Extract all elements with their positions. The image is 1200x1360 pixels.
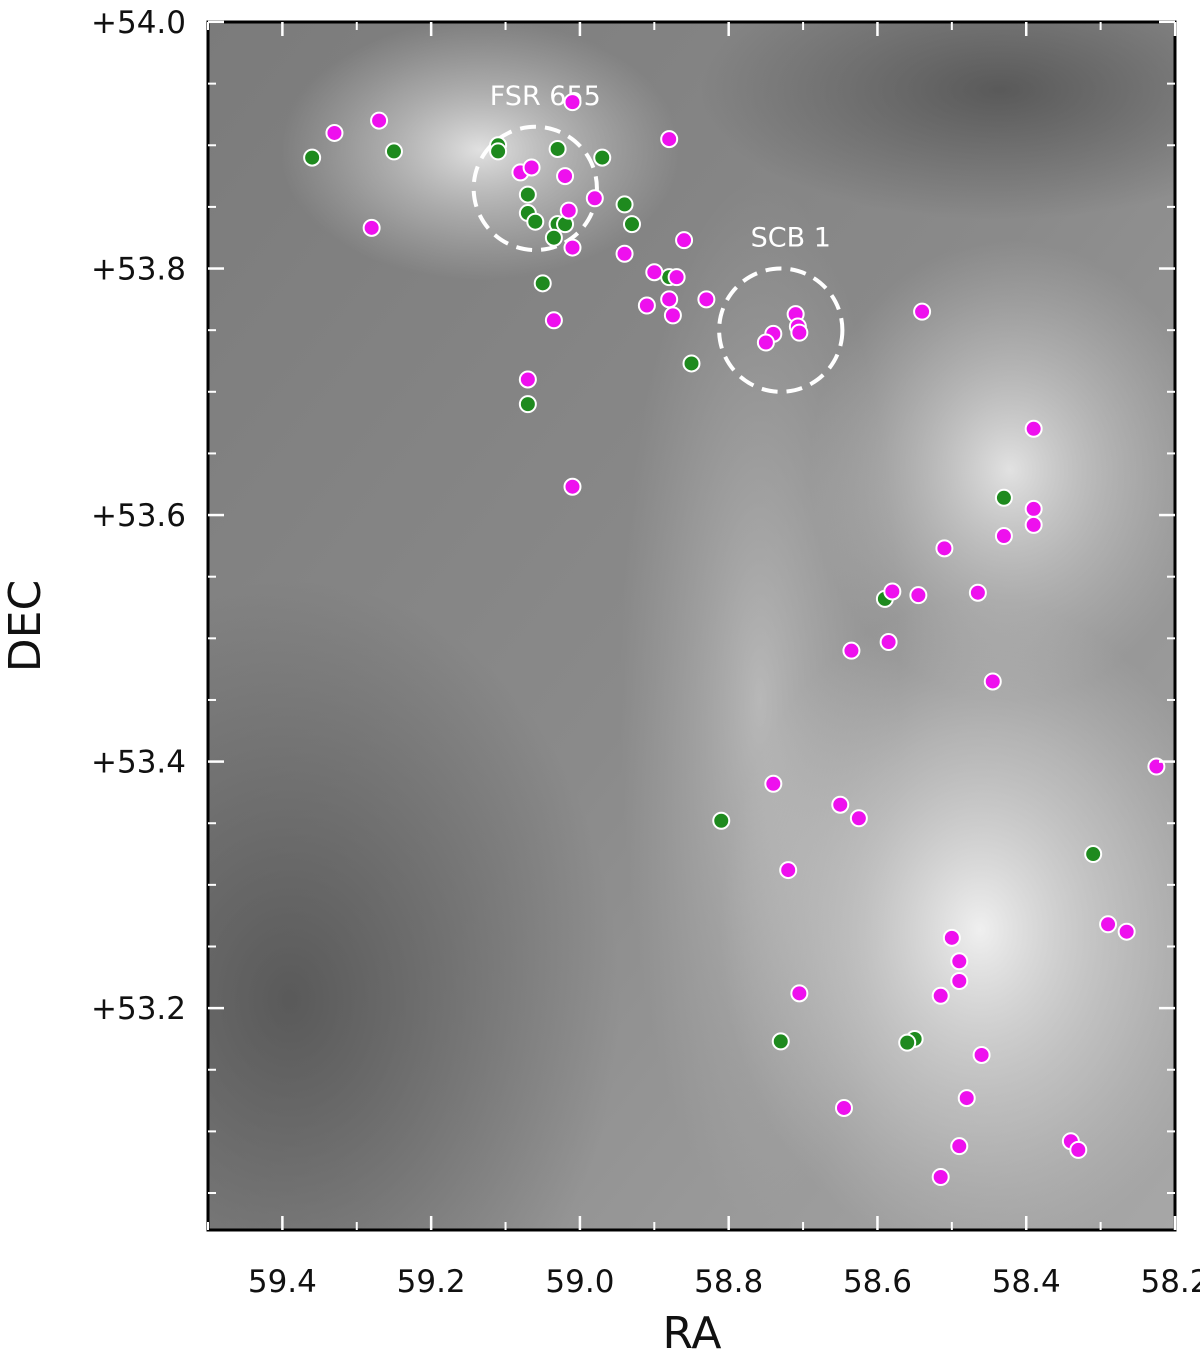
data-point-series-2: [660, 290, 679, 309]
data-point-series-2: [637, 296, 656, 315]
data-point-series-2: [931, 986, 950, 1005]
cluster-label: FSR 655: [490, 81, 601, 112]
data-point-series-1: [615, 195, 634, 214]
y-tick-label: +53.2: [91, 991, 186, 1027]
x-tick-label: 58.8: [694, 1264, 763, 1300]
data-point-series-2: [764, 774, 783, 793]
y-tick-label: +54.0: [91, 5, 186, 41]
y-tick-label: +53.8: [91, 252, 186, 288]
data-point-series-2: [1024, 515, 1043, 534]
plot-frame: [206, 20, 1177, 1232]
data-point-series-2: [1099, 915, 1118, 934]
data-point-series-2: [950, 972, 969, 991]
axis-ticks: [207, 20, 1177, 1230]
data-point-series-2: [790, 984, 809, 1003]
data-point-series-2: [1024, 419, 1043, 438]
data-point-series-1: [771, 1032, 790, 1051]
data-point-series-2: [972, 1045, 991, 1064]
data-point-series-2: [942, 928, 961, 947]
data-point-series-1: [898, 1033, 917, 1052]
data-point-series-2: [667, 268, 686, 287]
data-point-series-1: [533, 274, 552, 293]
cluster-circle: [471, 124, 599, 253]
data-point-series-2: [931, 1167, 950, 1186]
data-point-series-2: [1024, 499, 1043, 518]
data-point-series-2: [950, 1137, 969, 1156]
data-point-series-2: [831, 795, 850, 814]
data-point-series-2: [935, 539, 954, 558]
data-point-series-2: [660, 130, 679, 149]
data-point-series-2: [663, 306, 682, 325]
x-tick-label: 58.2: [1140, 1264, 1200, 1300]
data-points: [303, 93, 1166, 1186]
data-point-series-2: [983, 672, 1002, 691]
data-point-series-2: [790, 323, 809, 342]
x-axis-title: RA: [663, 1308, 722, 1359]
data-point-series-2: [615, 244, 634, 263]
x-tick-label: 59.4: [248, 1264, 317, 1300]
data-point-series-2: [544, 311, 563, 330]
x-tick-label: 58.4: [992, 1264, 1061, 1300]
data-point-series-1: [518, 395, 537, 414]
data-point-series-2: [563, 238, 582, 257]
data-point-series-2: [913, 302, 932, 321]
data-point-series-2: [842, 641, 861, 660]
data-point-series-2: [675, 231, 694, 250]
data-point-series-2: [563, 477, 582, 496]
data-point-series-2: [362, 218, 381, 237]
data-point-series-1: [303, 148, 322, 167]
x-tick-label: 58.6: [843, 1264, 912, 1300]
y-tick-label: +53.6: [91, 498, 186, 534]
data-point-series-2: [370, 111, 389, 130]
data-point-series-2: [697, 290, 716, 309]
data-point-series-2: [909, 586, 928, 605]
data-point-series-2: [556, 167, 575, 186]
y-tick-label: +53.4: [91, 745, 186, 781]
data-point-series-2: [879, 633, 898, 652]
data-point-series-2: [968, 583, 987, 602]
y-axis-title: DEC: [0, 580, 51, 672]
data-point-series-2: [563, 93, 582, 112]
data-point-series-1: [544, 228, 563, 247]
x-tick-label: 59.0: [545, 1264, 614, 1300]
data-point-series-1: [1084, 845, 1103, 864]
data-point-series-2: [559, 201, 578, 220]
data-point-series-2: [957, 1089, 976, 1108]
data-point-series-2: [585, 189, 604, 208]
data-point-series-2: [994, 527, 1013, 546]
data-point-series-1: [712, 811, 731, 830]
data-point-series-2: [950, 952, 969, 971]
cluster-circle: [717, 266, 845, 394]
cluster-annotations: FSR 655 SCB 1: [471, 81, 845, 394]
data-point-series-2: [756, 333, 775, 352]
data-point-series-1: [593, 148, 612, 167]
data-point-series-1: [489, 142, 508, 161]
data-point-series-1: [622, 215, 641, 234]
cluster-label: SCB 1: [751, 223, 831, 254]
data-point-series-2: [518, 370, 537, 389]
data-point-series-1: [384, 142, 403, 161]
data-point-series-2: [883, 582, 902, 601]
data-point-series-2: [645, 263, 664, 282]
x-tick-label: 59.2: [397, 1264, 466, 1300]
data-point-series-2: [522, 158, 541, 177]
data-point-series-1: [548, 139, 567, 158]
data-point-series-2: [325, 123, 344, 142]
data-point-series-1: [526, 212, 545, 231]
data-point-series-1: [682, 354, 701, 373]
axis-tick-labels: 59.4 59.2 59.0 58.8 58.6 58.4 58.2 +54.0 +53.8 +5…: [91, 5, 1200, 1300]
data-point-series-2: [834, 1098, 853, 1117]
data-point-series-2: [849, 809, 868, 828]
data-point-series-2: [779, 861, 798, 880]
data-point-series-1: [994, 488, 1013, 507]
data-point-series-2: [1117, 922, 1136, 941]
data-point-series-2: [1069, 1140, 1088, 1159]
data-point-series-1: [518, 185, 537, 204]
